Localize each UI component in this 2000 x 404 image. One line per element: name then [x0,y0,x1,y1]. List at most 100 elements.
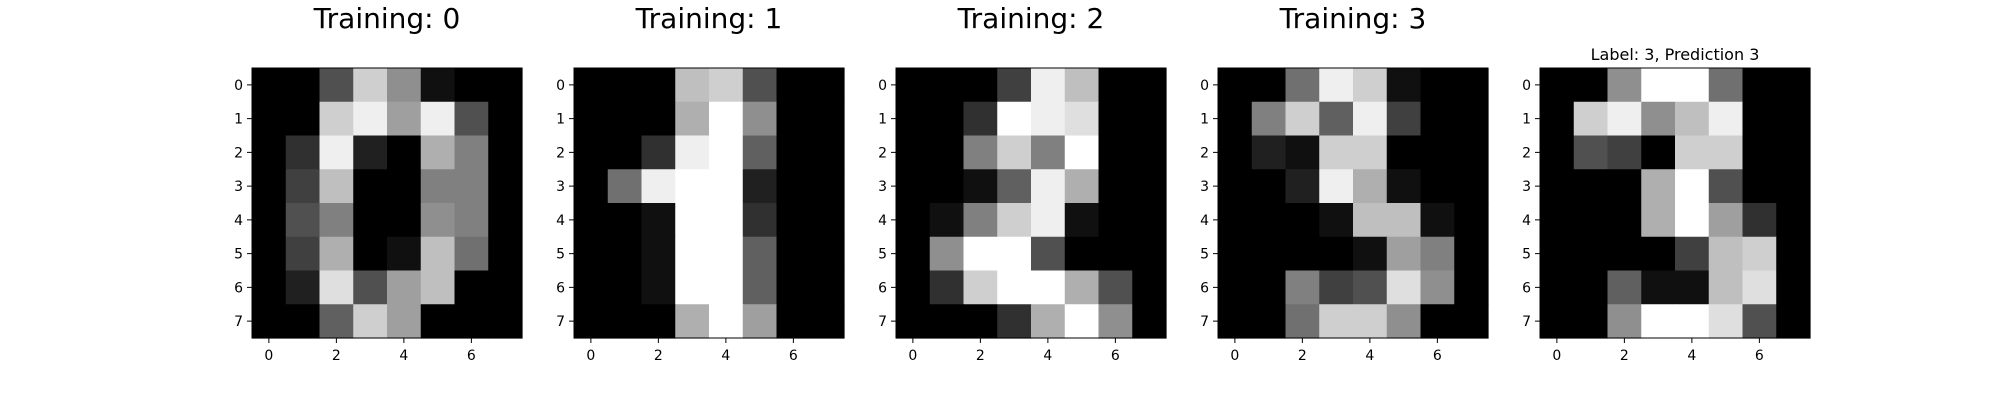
pixel-cell [1641,203,1676,238]
pixel-cell [641,169,676,204]
pixel-cell [1098,68,1133,103]
x-tick-label: 2 [1620,348,1629,364]
pixel-cell [896,203,931,238]
x-tick-label: 6 [1433,348,1442,364]
pixel-cell [420,101,456,137]
pixel-cell [1776,270,1811,305]
x-tick-label: 4 [1687,348,1696,364]
pixel-cell [896,101,931,137]
pixel-cell [1420,203,1455,238]
pixel-cell [454,169,489,204]
pixel-cell [1098,236,1133,272]
pixel-cell [1540,101,1575,137]
y-tick-label: 1 [234,112,243,128]
pixel-cell [1353,270,1388,305]
y-tick-label: 6 [556,280,565,296]
y-tick-label: 5 [556,247,565,263]
pixel-cell [1031,203,1066,238]
pixel-cell [1776,304,1811,339]
pixel-cell [574,101,609,137]
pixel-cell [963,169,998,204]
pixel-cell [1454,68,1489,103]
pixel-cell [1708,68,1744,103]
pixel-cell [252,203,287,238]
pixel-cell [252,304,287,339]
pixel-cell [574,135,609,170]
y-tick-label: 2 [878,145,887,161]
pixel-cell [963,101,998,137]
pixel-cell [1098,169,1133,204]
pixel-cell [1540,236,1575,272]
pixel-cell [675,236,710,272]
pixel-cell [1573,236,1609,272]
pixel-cell [574,169,609,204]
pixel-cell [1454,203,1489,238]
pixel-cell [1420,304,1455,339]
pixel-cell [1353,135,1388,170]
y-tick-label: 3 [234,179,243,195]
pixel-cell [742,68,778,103]
pixel-cell [1540,169,1575,204]
pixel-cell [387,304,422,339]
pixel-cell [997,68,1032,103]
pixel-cell [963,270,998,305]
pixel-cell [607,101,643,137]
pixel-cell [1285,270,1320,305]
pixel-cell [1031,169,1066,204]
pixel-cell [488,101,523,137]
pixel-cell [1132,270,1167,305]
pixel-cell [1031,270,1066,305]
pixel-cell [896,135,931,170]
pixel-cell [1776,135,1811,170]
pixel-cell [929,236,965,272]
pixel-cell [285,203,321,238]
pixel-cell [1218,169,1253,204]
pixel-cell [929,101,965,137]
y-tick-label: 2 [234,145,243,161]
pixel-cell [1064,169,1100,204]
pixel-cell [1319,304,1354,339]
pixel-cell [1285,68,1320,103]
pixel-cell [1776,68,1811,103]
pixel-cell [1031,236,1066,272]
pixel-cell [285,135,321,170]
pixel-cell [997,236,1032,272]
panel-title: Training: 2 [957,2,1105,35]
pixel-cell [387,270,422,305]
pixel-cell [1420,236,1455,272]
pixel-cell [252,135,287,170]
pixel-cell [252,270,287,305]
pixel-cell [319,135,354,170]
pixel-cell [1540,203,1575,238]
y-tick-label: 7 [1200,314,1209,330]
pixel-cell [1540,135,1575,170]
pixel-cell [810,68,845,103]
pixel-cell [1285,304,1320,339]
pixel-cell [1251,270,1287,305]
axes-frame [1539,67,1811,339]
pixel-cell [1251,135,1287,170]
pixel-cell [641,236,676,272]
pixel-cell [420,304,456,339]
digit-panel-1: Training: 1 0 2 4 6 0 1 2 3 4 5 6 7 [556,2,845,364]
y-tick-label: 6 [1200,280,1209,296]
pixel-cell [1641,270,1676,305]
pixel-cell [1776,169,1811,204]
pixel-cell [776,236,811,272]
x-tick-label: 6 [1111,348,1120,364]
pixel-cell [1031,101,1066,137]
digit-panel-3: Training: 3 0 2 4 6 0 1 2 3 4 5 6 7 [1200,2,1489,364]
pixel-cell [1353,236,1388,272]
y-tick-label: 0 [1200,78,1209,94]
pixel-cell [776,304,811,339]
y-tick-label: 3 [878,179,887,195]
pixel-cell [420,169,456,204]
pixel-cell [1641,135,1676,170]
pixel-cell [387,203,422,238]
pixel-cell [1319,169,1354,204]
pixel-cell [1573,270,1609,305]
pixel-cell [319,236,354,272]
pixel-cell [1454,135,1489,170]
y-tick-label: 7 [878,314,887,330]
